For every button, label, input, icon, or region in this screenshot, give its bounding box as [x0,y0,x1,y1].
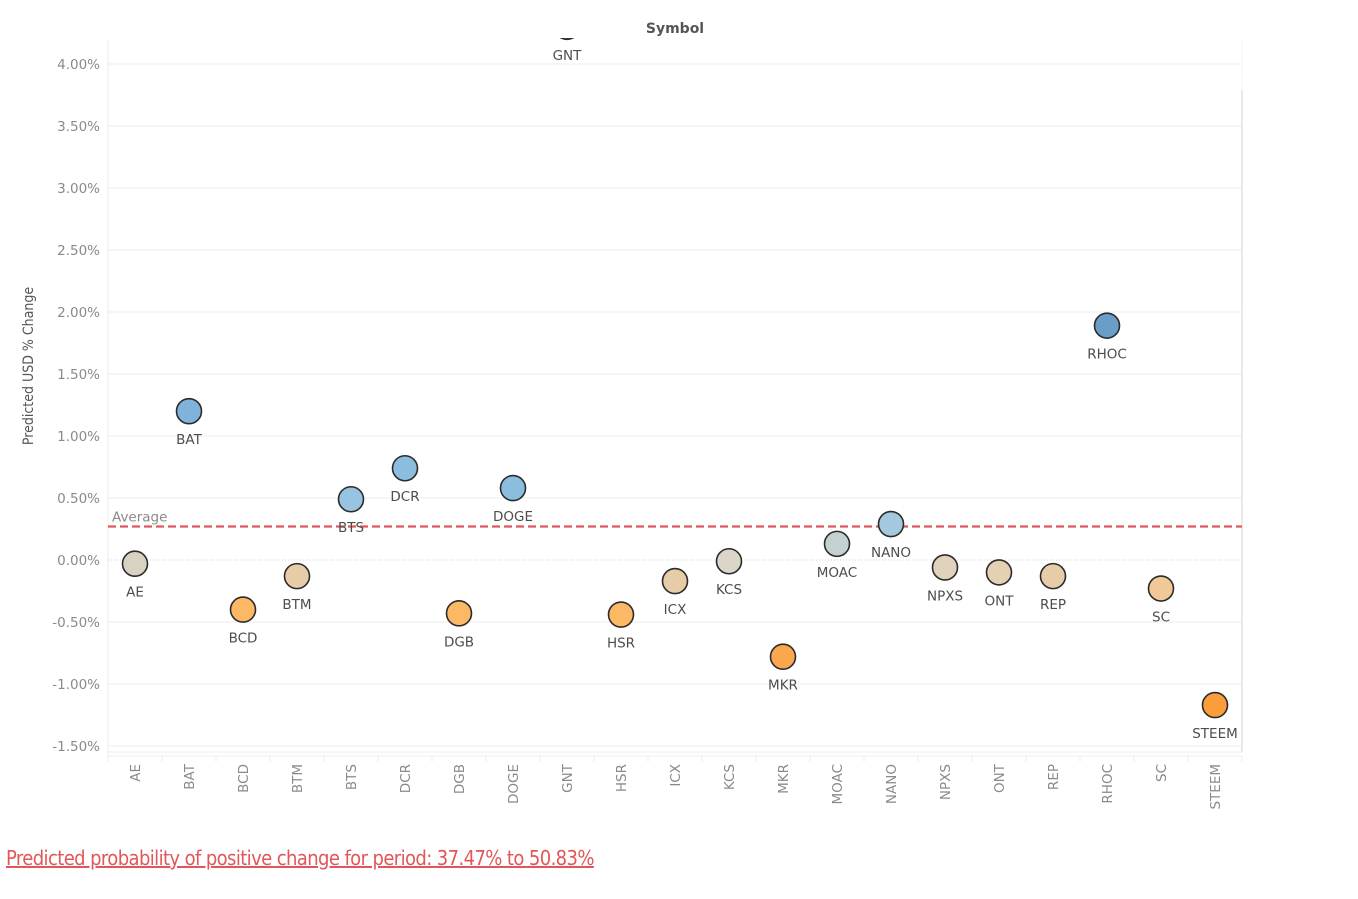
y-tick-label: 2.00% [57,305,100,321]
probability-footer-link[interactable]: Predicted probability of positive change… [6,846,594,870]
x-tick-label-ont: ONT [992,763,1008,793]
data-point-bat[interactable] [175,397,203,425]
point-label-nano: NANO [871,545,911,561]
x-tick-label-icx: ICX [668,764,684,787]
data-point-icx[interactable] [661,567,689,595]
x-tick-label-dgb: DGB [452,764,468,794]
point-label-rep: REP [1040,597,1066,613]
point-label-steem: STEEM [1192,726,1238,742]
data-point-mkr[interactable] [769,643,797,671]
data-point-rhoc[interactable] [1093,312,1121,339]
y-tick-label: 2.50% [57,243,100,259]
point-label-hsr: HSR [607,636,635,652]
x-tick-label-nano: NANO [884,764,900,804]
x-axis-ticks: AE BAT BCD BTM BTS DCR DGB DOGE GNT HSR ICX KCS MKR M… [128,763,1224,809]
x-tick-label-steem: STEEM [1208,764,1224,810]
grid-lines [108,63,1242,747]
x-tick-label-mkr: MKR [776,764,792,794]
x-tick-label-bcd: BCD [236,764,252,793]
scatter-chart: Average AE BAT BCD BTM BTS DCR DGB DOGE GNT HSR IC… [21,0,1243,810]
x-tick-label-sc: SC [1154,764,1170,782]
y-tick-label: 0.00% [57,553,100,569]
point-label-sc: SC [1152,610,1170,626]
point-label-ont: ONT [985,593,1015,609]
data-point-btm[interactable] [283,562,311,590]
point-label-npxs: NPXS [927,588,963,604]
x-tick-label-doge: DOGE [506,764,522,804]
data-point-bts[interactable] [337,485,365,513]
x-tick-label-ae: AE [128,764,144,782]
y-axis-label: Predicted USD % Change [21,287,37,445]
point-label-ae: AE [126,585,144,601]
point-label-bts: BTS [338,520,364,536]
data-point-bcd[interactable] [229,596,257,623]
x-tick-label-rhoc: RHOC [1100,764,1116,804]
point-label-icx: ICX [664,602,687,618]
point-labels: AE BAT BCD BTM BTS DCR DGB DOGE GNT HSR ICX KCS MKR M… [126,48,1238,742]
y-tick-label: -1.50% [52,739,100,755]
header-mask [109,0,1243,38]
point-label-dcr: DCR [390,489,419,505]
data-point-doge[interactable] [499,474,527,502]
data-point-moac[interactable] [823,530,851,558]
x-tick-label-bat: BAT [182,763,198,789]
x-tick-label-dcr: DCR [398,764,414,793]
data-point-hsr[interactable] [607,601,635,628]
point-label-bcd: BCD [229,631,258,647]
data-point-sc[interactable] [1147,575,1175,602]
data-point-rep[interactable] [1039,562,1067,590]
data-point-nano[interactable] [877,510,905,538]
data-point-npxs[interactable] [931,554,959,581]
x-tick-label-bts: BTS [344,764,360,790]
y-tick-label: 3.50% [57,119,100,135]
point-label-gnt: GNT [553,48,583,64]
data-point-dgb[interactable] [445,600,473,627]
x-tick-label-btm: BTM [290,764,306,793]
point-label-kcs: KCS [716,582,742,598]
data-points [121,13,1229,719]
point-label-bat: BAT [176,432,202,448]
point-label-mkr: MKR [768,678,798,694]
point-label-moac: MOAC [817,565,857,581]
data-point-dcr[interactable] [391,454,419,482]
chart-title: Symbol [646,21,704,37]
data-point-steem[interactable] [1201,691,1229,719]
data-point-kcs[interactable] [715,547,743,575]
y-tick-label: -1.00% [52,677,100,693]
x-tick-label-rep: REP [1046,764,1062,790]
average-label: Average [112,510,167,526]
data-point-ont[interactable] [985,559,1013,586]
point-label-doge: DOGE [493,509,533,525]
x-tick-label-npxs: NPXS [938,764,954,800]
data-point-ae[interactable] [121,550,149,578]
x-tick-label-gnt: GNT [560,763,576,793]
y-tick-label: 1.00% [57,429,100,445]
y-tick-label: 3.00% [57,181,100,197]
reference-line-group: Average [108,510,1242,528]
point-label-dgb: DGB [444,634,474,650]
y-tick-label: 4.00% [57,57,100,73]
plot-panel [107,40,1243,762]
point-label-rhoc: RHOC [1087,347,1127,363]
x-tick-label-moac: MOAC [830,764,846,804]
x-tick-label-kcs: KCS [722,764,738,790]
point-label-btm: BTM [282,597,311,613]
y-tick-label: 0.50% [57,491,100,507]
y-tick-label: -0.50% [52,615,100,631]
y-tick-label: 1.50% [57,367,100,383]
y-axis-ticks: 4.00% 3.50% 3.00% 2.50% 2.00% 1.50% 1.00% 0.50%… [52,57,100,755]
x-tick-label-hsr: HSR [614,764,630,792]
